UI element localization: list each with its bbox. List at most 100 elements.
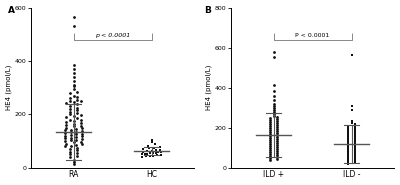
Point [74,106,80,109]
Point [143,155,149,158]
Point [345,142,351,145]
Point [70,122,77,125]
Point [274,155,280,158]
Point [270,108,277,111]
Point [345,152,351,155]
Point [345,144,351,147]
Point [78,119,84,122]
Point [352,122,358,125]
Text: P < 0.0001: P < 0.0001 [296,33,330,38]
Point [148,149,155,152]
Point [145,144,151,147]
Point [67,156,73,159]
Point [274,153,280,156]
Point [352,153,358,156]
Point [267,124,273,127]
Point [70,161,77,164]
Point [67,113,73,116]
Point [345,126,351,129]
Point [348,104,355,107]
Point [139,156,146,159]
Point [70,80,77,83]
Point [70,114,77,117]
Point [274,123,280,126]
Point [79,127,85,130]
Point [267,126,273,129]
Point [345,160,351,163]
Point [274,143,280,146]
Text: B: B [204,6,211,15]
Point [62,139,69,142]
Point [267,122,273,125]
Point [74,112,80,115]
Point [348,121,355,124]
Point [270,50,277,53]
Point [70,63,77,66]
Point [155,151,162,154]
Point [274,127,280,130]
Point [345,148,351,151]
Point [270,89,277,92]
Point [70,88,77,90]
Point [67,100,73,102]
Point [274,119,280,122]
Point [352,131,358,134]
Point [345,128,351,131]
Point [79,137,85,140]
Point [345,140,351,143]
Point [70,125,77,128]
Point [267,156,273,159]
Point [352,129,358,132]
Point [152,151,159,154]
Point [63,142,70,145]
Point [156,145,163,148]
Point [73,133,80,136]
Point [267,134,273,137]
Point [70,141,77,144]
Point [67,107,73,110]
Point [73,135,80,138]
Point [74,117,80,120]
Point [70,71,77,74]
Point [67,105,73,108]
Point [274,135,280,138]
Point [267,150,273,153]
Point [67,153,73,156]
Point [73,127,80,130]
Point [70,75,77,78]
Point [148,138,155,141]
Point [74,98,80,101]
Point [267,152,273,155]
Point [270,106,277,109]
Point [274,121,280,124]
Point [267,148,273,151]
Point [79,143,85,146]
Point [63,121,70,124]
Point [345,162,351,165]
Point [70,94,77,97]
Point [62,134,69,137]
Point [348,108,355,111]
Point [270,104,277,107]
Point [70,120,77,122]
Y-axis label: HE4 (pmol/L): HE4 (pmol/L) [206,65,212,110]
Point [139,153,145,156]
Point [144,150,150,153]
Point [345,132,351,135]
Point [158,153,164,156]
Point [74,103,80,106]
Point [70,25,77,28]
Point [348,53,355,56]
Point [150,152,156,154]
Point [352,159,358,162]
Point [267,140,273,143]
Point [73,144,80,147]
Point [352,147,358,150]
Point [62,145,69,148]
Text: A: A [8,6,15,15]
Point [274,151,280,154]
Point [352,135,358,138]
Point [274,115,280,118]
Point [345,130,351,133]
Point [352,139,358,142]
